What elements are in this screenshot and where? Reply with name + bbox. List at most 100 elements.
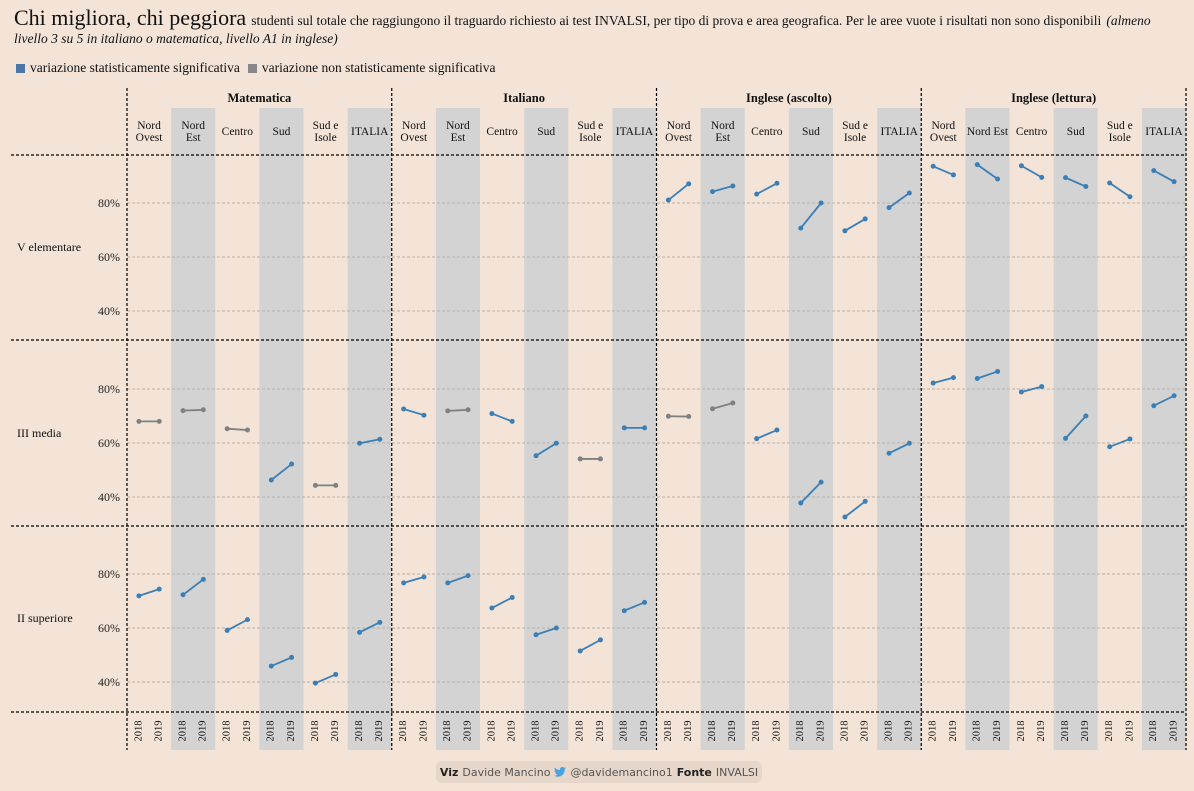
point-2019 bbox=[730, 400, 736, 406]
year-tick-label: 2018 bbox=[486, 721, 497, 742]
subject-header: Italiano bbox=[503, 91, 545, 105]
point-2019 bbox=[509, 418, 515, 424]
year-tick-label: 2018 bbox=[1104, 721, 1115, 742]
area-header: Sud bbox=[1067, 126, 1085, 138]
point-2019 bbox=[553, 440, 559, 446]
change-line bbox=[535, 442, 557, 457]
change-line bbox=[491, 412, 513, 423]
year-tick-label: 2018 bbox=[928, 721, 939, 742]
year-tick-label: 2018 bbox=[133, 721, 144, 742]
point-2018 bbox=[754, 191, 760, 197]
legend-label-not-significant: variazione non statisticamente significa… bbox=[261, 60, 496, 75]
area-header: Sud e bbox=[313, 120, 339, 132]
year-tick-label: 2019 bbox=[330, 721, 341, 742]
change-line bbox=[932, 376, 954, 384]
change-line bbox=[1153, 394, 1175, 407]
point-2019 bbox=[465, 407, 471, 413]
y-tick-label: 80% bbox=[98, 196, 120, 210]
area-header: Nord bbox=[667, 120, 691, 132]
point-2018 bbox=[401, 406, 407, 412]
point-2019 bbox=[774, 427, 780, 433]
area-header: Sud e bbox=[842, 120, 868, 132]
column-stripe bbox=[700, 108, 745, 750]
subject-header: Inglese (lettura) bbox=[1011, 91, 1096, 105]
year-tick-label: 2019 bbox=[551, 721, 562, 742]
column-stripe bbox=[612, 108, 657, 750]
point-2019 bbox=[1127, 194, 1133, 200]
change-line bbox=[315, 673, 337, 684]
area-header: Sud bbox=[537, 126, 555, 138]
area-header: Isole bbox=[579, 132, 601, 144]
change-line bbox=[579, 639, 601, 652]
title-block: Chi migliora, chi peggiora studenti sul … bbox=[14, 6, 1184, 47]
change-line bbox=[844, 500, 866, 518]
point-2018 bbox=[710, 406, 716, 412]
point-2019 bbox=[906, 440, 912, 446]
point-2018 bbox=[180, 592, 186, 598]
y-tick-label: 40% bbox=[98, 490, 120, 504]
column-stripe bbox=[877, 108, 922, 750]
change-line bbox=[183, 408, 204, 412]
legend-item-not-significant: variazione non statisticamente significa… bbox=[247, 60, 496, 76]
point-2019 bbox=[818, 200, 824, 206]
y-tick-label: 40% bbox=[98, 675, 120, 689]
year-tick-label: 2018 bbox=[266, 721, 277, 742]
year-tick-label: 2018 bbox=[1016, 721, 1027, 742]
point-2019 bbox=[686, 414, 692, 420]
point-2019 bbox=[244, 617, 250, 623]
point-2018 bbox=[401, 580, 407, 586]
year-tick-label: 2018 bbox=[619, 721, 630, 742]
change-line bbox=[1153, 169, 1175, 183]
change-line bbox=[403, 576, 425, 584]
point-2018 bbox=[224, 426, 230, 432]
point-2018 bbox=[665, 413, 671, 419]
year-tick-label: 2018 bbox=[707, 721, 718, 742]
point-2019 bbox=[509, 594, 515, 600]
point-2019 bbox=[156, 418, 162, 424]
point-2018 bbox=[268, 663, 274, 669]
change-line bbox=[447, 574, 469, 584]
legend: variazione statisticamente significativa… bbox=[16, 60, 495, 76]
area-header: Isole bbox=[314, 132, 336, 144]
point-2019 bbox=[862, 216, 868, 222]
point-2019 bbox=[774, 180, 780, 186]
change-line bbox=[270, 463, 293, 481]
column-stripe bbox=[347, 108, 392, 750]
change-line bbox=[1064, 415, 1087, 440]
point-2018 bbox=[445, 580, 451, 586]
y-tick-label: 80% bbox=[98, 567, 120, 581]
point-2019 bbox=[1171, 393, 1177, 399]
year-tick-label: 2019 bbox=[727, 721, 738, 742]
row-label: II superiore bbox=[17, 611, 73, 625]
area-header: Nord bbox=[181, 120, 205, 132]
change-line bbox=[359, 621, 381, 634]
point-2018 bbox=[1018, 163, 1024, 169]
point-2018 bbox=[665, 197, 671, 203]
area-header: Sud bbox=[802, 126, 820, 138]
point-2018 bbox=[533, 453, 539, 459]
change-line bbox=[932, 165, 954, 176]
area-header: Nord bbox=[931, 120, 955, 132]
point-2019 bbox=[906, 190, 912, 196]
change-line bbox=[976, 163, 999, 180]
change-line bbox=[1109, 182, 1131, 198]
point-2018 bbox=[886, 205, 892, 211]
column-stripe bbox=[435, 108, 480, 750]
year-tick-label: 2019 bbox=[374, 721, 385, 742]
year-tick-label: 2019 bbox=[683, 721, 694, 742]
point-2018 bbox=[1151, 403, 1157, 409]
column-stripe bbox=[524, 108, 569, 750]
area-header: Nord bbox=[711, 120, 735, 132]
change-line bbox=[227, 427, 248, 431]
point-2019 bbox=[244, 427, 250, 433]
point-2019 bbox=[1039, 384, 1045, 390]
change-line bbox=[491, 596, 513, 609]
year-tick-label: 2018 bbox=[751, 721, 762, 742]
year-tick-label: 2018 bbox=[1060, 721, 1071, 742]
area-header: Ovest bbox=[136, 132, 164, 144]
point-2018 bbox=[268, 477, 274, 483]
point-2018 bbox=[974, 375, 980, 381]
year-tick-label: 2019 bbox=[595, 721, 606, 742]
change-line bbox=[888, 192, 910, 209]
twitter-handle[interactable]: @davidemancino1 bbox=[570, 765, 673, 779]
